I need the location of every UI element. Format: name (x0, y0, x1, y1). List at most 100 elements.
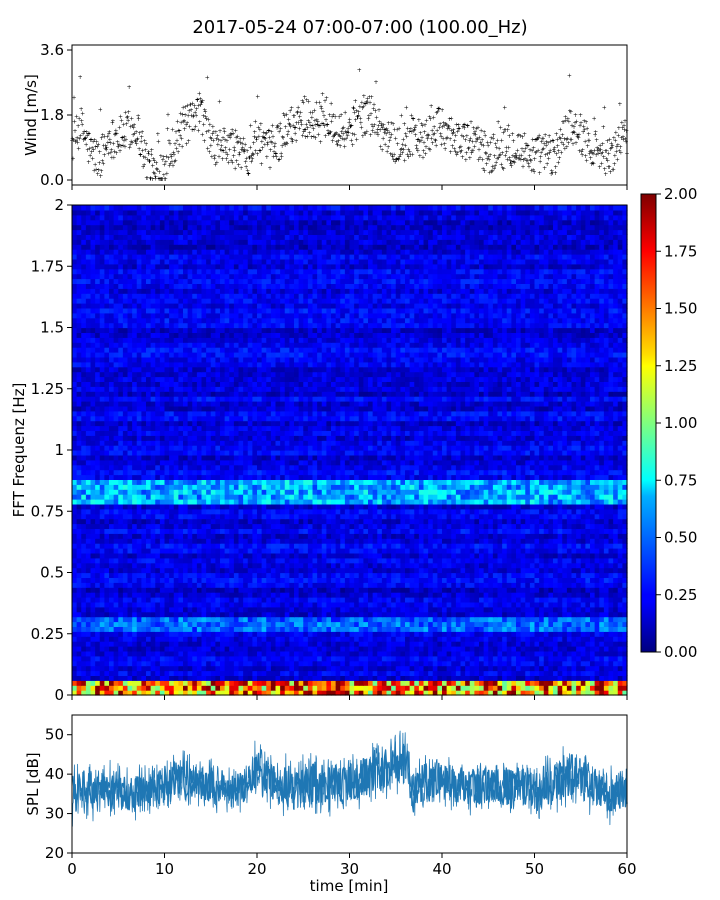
spectrogram-cell (391, 660, 397, 667)
spectrogram-cell (529, 582, 536, 588)
wind-point: + (240, 140, 245, 147)
spectrogram-cell (215, 650, 221, 657)
spectrogram-cell (335, 636, 341, 642)
spectrogram-cell (516, 601, 522, 608)
spectrogram-cell (85, 548, 92, 554)
spectrogram-cell (576, 665, 582, 672)
spectrogram-cell (483, 548, 489, 554)
spectrogram-cell (488, 587, 494, 593)
spectrogram-cell (275, 582, 281, 588)
spectrogram-cell (178, 572, 184, 578)
spectrogram-cell (506, 611, 512, 618)
spectrogram-cell (409, 616, 415, 623)
spectrogram-cell (72, 685, 78, 691)
spectrogram-cell (307, 660, 314, 667)
spectrogram-cell (613, 626, 619, 632)
spectrogram-cell (173, 567, 179, 574)
spectrogram-cell (576, 567, 582, 574)
spectrogram-cell (469, 685, 475, 691)
spectrogram-cell (511, 597, 517, 603)
spectrogram-cell (303, 597, 309, 603)
spectrogram-cell (164, 611, 170, 618)
spectrogram-cell (275, 552, 281, 559)
spectrogram-cell (543, 665, 549, 672)
spectrogram-cell (594, 611, 600, 618)
spectrogram-cell (331, 670, 337, 676)
spectrogram-cell (196, 562, 203, 569)
spectrogram-cell (150, 685, 156, 691)
spectrogram-cell (150, 655, 156, 662)
spectrogram-cell (317, 606, 323, 613)
spectrogram-cell (395, 636, 401, 642)
wind-point: + (185, 102, 190, 109)
spectrogram-cell (428, 552, 434, 559)
spectrogram-cell (543, 587, 549, 593)
spectrogram-cell (113, 611, 119, 618)
spectrogram-cell (525, 621, 531, 627)
spectrogram-cell (99, 577, 105, 583)
spectrogram-cell (312, 601, 318, 608)
spectrogram-cell (266, 538, 272, 544)
wind-point: + (105, 139, 110, 146)
spectrogram-cell (617, 626, 623, 632)
spectrogram-cell (280, 631, 286, 637)
spectrogram-cell (451, 655, 457, 662)
spectrogram-cell (183, 552, 189, 559)
spectrogram-cell (497, 636, 503, 642)
spectrogram-cell (539, 548, 545, 554)
spectrogram-cell (192, 680, 198, 686)
spectrogram-cell (613, 567, 619, 574)
spectrogram-cell (363, 650, 369, 657)
spectrogram-cell (437, 680, 443, 686)
wind-point: + (286, 128, 291, 135)
spectrogram-cell (169, 685, 175, 691)
spectrogram-cell (340, 655, 346, 662)
spectrogram-cell (257, 543, 263, 549)
spectrogram-cell (506, 552, 512, 559)
spectrogram-cell (414, 680, 420, 686)
spectrogram-cell (201, 597, 207, 603)
spectrogram-cell (215, 592, 221, 598)
spectrogram-cell (386, 631, 392, 637)
spectrogram-cell (603, 631, 610, 637)
wind-point: + (214, 136, 219, 143)
spectrogram-cell (576, 685, 582, 691)
spectrogram-cell (409, 601, 415, 608)
spectrogram-cell (289, 552, 295, 559)
spectrogram-cell (298, 606, 304, 613)
spectrogram-cell (146, 597, 152, 603)
spectrogram-cell (215, 626, 221, 632)
wind-point: + (138, 152, 143, 159)
spectrogram-cell (354, 548, 360, 554)
spectrogram-cell (187, 567, 193, 574)
spectrogram-cell (520, 543, 526, 549)
spectrogram-cell (192, 582, 198, 588)
spectrogram-cell (354, 621, 360, 627)
spectrogram-cell (326, 685, 332, 691)
spectrogram-cell (580, 665, 586, 672)
spectrogram-cell (238, 621, 244, 627)
spectrogram-cell (516, 538, 522, 544)
spectrogram-cell (146, 533, 152, 539)
spectrogram-cell (502, 621, 508, 627)
spectrogram-cell (381, 631, 388, 637)
spectrogram-cell (307, 626, 314, 632)
wind-point: + (292, 113, 297, 120)
spectrogram-cell (442, 655, 448, 662)
spectrogram-cell (483, 660, 489, 667)
wind-point: + (330, 138, 335, 145)
spectrogram-cell (377, 626, 383, 632)
spectrogram-cell (381, 572, 388, 578)
spectrogram-cell (543, 538, 549, 544)
spectrogram-cell (590, 616, 596, 623)
spectrogram-cell (599, 631, 605, 637)
spectrogram-cell (289, 587, 295, 593)
spectrogram-cell (132, 660, 138, 667)
spectrogram-cell (437, 621, 443, 627)
spectrogram-cell (363, 641, 369, 647)
spectrogram-cell (520, 548, 526, 554)
spectrogram-cell (405, 655, 411, 662)
spectrogram-cell (400, 572, 406, 578)
spectrogram-cell (118, 680, 124, 686)
spectrogram-cell (483, 582, 489, 588)
